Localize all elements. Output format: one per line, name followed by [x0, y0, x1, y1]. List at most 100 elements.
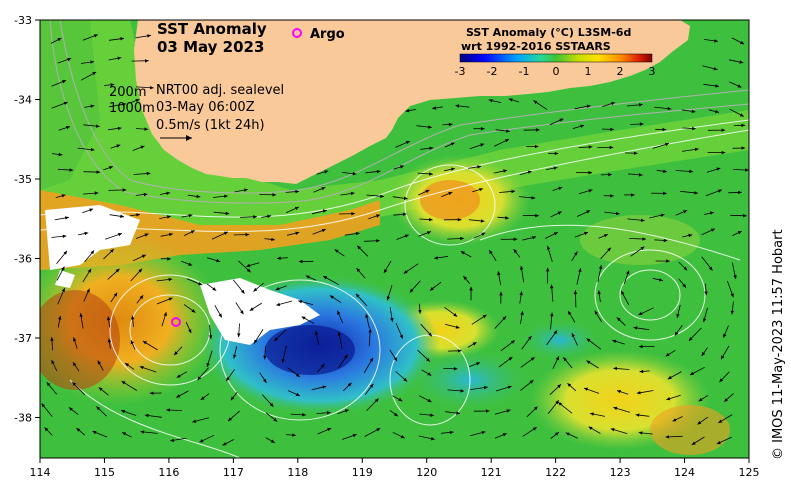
current-vector-head	[147, 34, 151, 38]
map-date: 03 May 2023	[157, 38, 264, 56]
current-vector-head	[506, 129, 510, 133]
current-vector-head	[86, 288, 90, 293]
current-vector-head	[710, 228, 715, 232]
current-vector-head	[506, 409, 511, 413]
current-vector-head	[393, 357, 397, 362]
current-vectors	[41, 34, 749, 446]
current-vector-head	[120, 214, 124, 218]
current-vector-head	[357, 245, 361, 250]
current-vector-head	[96, 124, 100, 128]
current-vector-head	[150, 86, 154, 90]
current-vector-head	[555, 356, 559, 361]
current-vector-head	[616, 317, 621, 322]
current-vector-head	[130, 315, 135, 320]
current-vector-head	[169, 232, 173, 237]
argo-legend-marker	[292, 28, 302, 38]
current-vector-head	[737, 231, 742, 235]
current-vector-head	[635, 413, 640, 417]
current-vector-head	[584, 231, 588, 236]
current-vector-head	[597, 290, 601, 295]
current-vector-head	[65, 216, 69, 220]
current-vector-head	[557, 211, 562, 215]
current-vector-head	[253, 287, 258, 292]
current-vector-head	[694, 147, 699, 152]
argo-float-marker[interactable]	[171, 317, 181, 327]
current-vector-head	[167, 215, 171, 219]
current-vector-head	[233, 354, 237, 359]
colorbar-tick-label: -1	[519, 65, 530, 78]
current-vector-head	[122, 102, 126, 107]
current-vector-head	[176, 374, 181, 378]
current-vector-head	[430, 437, 435, 441]
current-vector-head	[428, 125, 432, 129]
current-vector-head	[738, 190, 742, 195]
current-vector-head	[323, 276, 328, 280]
current-vector-head	[337, 331, 342, 336]
current-vector-head	[611, 102, 615, 106]
current-vector-head	[636, 391, 641, 395]
current-vector-head	[344, 409, 349, 413]
current-vector-head	[402, 212, 407, 217]
current-vector-head	[350, 191, 355, 196]
current-vector-head	[351, 212, 355, 216]
current-vector-head	[588, 189, 593, 193]
current-vector-head	[386, 296, 391, 301]
current-vector-head	[403, 377, 408, 382]
current-vector-head	[212, 287, 217, 291]
current-vector-head	[638, 103, 643, 107]
current-vector-head	[400, 165, 404, 169]
current-vector-head	[273, 417, 278, 422]
lon-tick-label: 117	[223, 466, 244, 479]
current-vector-head	[190, 230, 195, 234]
current-vector-head	[692, 126, 696, 131]
current-vector-head	[457, 349, 462, 353]
current-vector-head	[244, 188, 248, 192]
current-vector-head	[321, 187, 326, 191]
current-vector-head	[139, 366, 144, 370]
current-vector-head	[638, 431, 643, 435]
current-vector-head	[168, 297, 173, 301]
current-vector-head	[92, 430, 97, 435]
current-vector-head	[507, 385, 512, 389]
current-vector-head	[557, 384, 561, 389]
current-vector-head	[208, 335, 213, 339]
current-vector-head	[610, 127, 614, 132]
current-vector-head	[144, 127, 149, 131]
cloud-gap-northwest	[45, 205, 140, 270]
current-vector-head	[716, 440, 721, 445]
current-vector-head	[688, 337, 693, 341]
current-vector-head	[398, 397, 403, 402]
current-vector-head	[610, 194, 614, 198]
plot-frame	[39, 19, 750, 459]
current-vector-head	[326, 411, 331, 415]
current-vector-head	[305, 275, 310, 279]
current-vector-head	[665, 142, 669, 147]
current-vector-head	[545, 267, 550, 272]
current-vector-head	[90, 104, 95, 108]
current-vector-head	[272, 193, 277, 197]
cool-patch-southeast	[520, 320, 600, 360]
current-vector-head	[90, 250, 95, 255]
current-vector-head	[449, 430, 454, 435]
current-vector-head	[98, 387, 103, 391]
current-vector-head	[324, 170, 329, 174]
current-vector-head	[455, 325, 460, 329]
current-vector-head	[329, 295, 334, 299]
current-vector-head	[568, 310, 572, 315]
current-vector-head	[199, 439, 204, 443]
light-patch-east	[580, 215, 700, 265]
current-vector-head	[455, 104, 460, 108]
current-vector-head	[621, 290, 625, 295]
current-vector-head	[676, 313, 680, 318]
current-vector-head	[667, 375, 672, 380]
current-vector-head	[206, 363, 210, 367]
current-vector-head	[275, 287, 280, 291]
current-vector-head	[553, 166, 558, 170]
current-vector-head	[122, 188, 127, 192]
current-vector-head	[294, 206, 299, 211]
current-vector-head	[586, 104, 591, 108]
current-vector-head	[188, 262, 193, 266]
colorbar-ticks: -3 -2 -1 0 1 2 3	[455, 65, 656, 78]
current-vector-head	[633, 326, 638, 330]
